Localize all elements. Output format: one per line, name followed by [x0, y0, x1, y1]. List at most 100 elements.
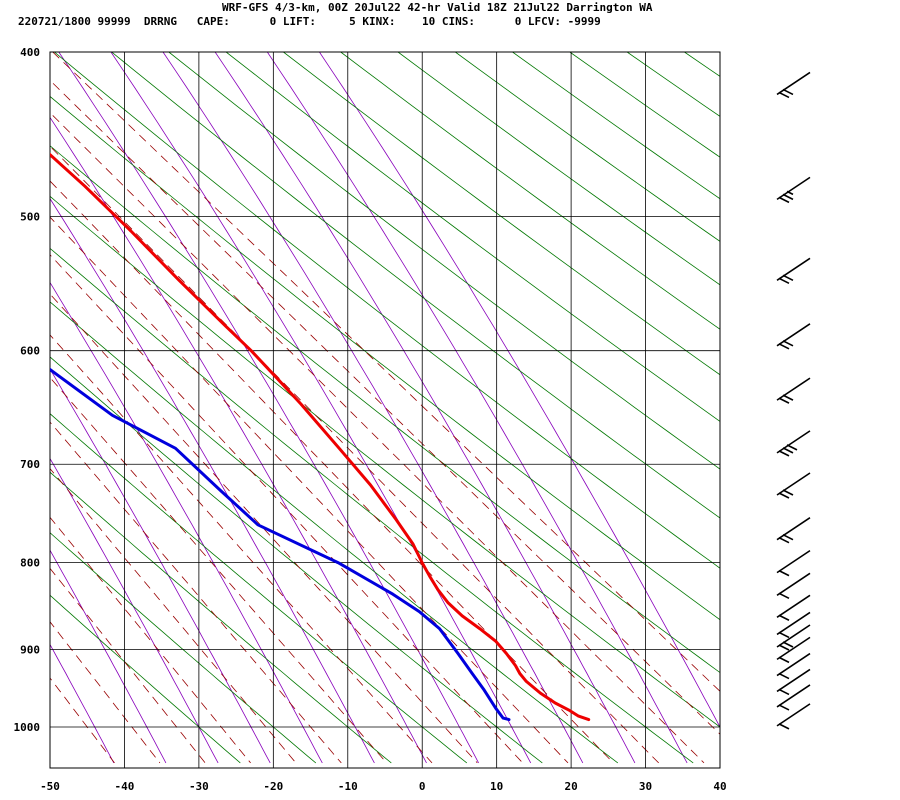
- wind-barb-flag: [782, 340, 794, 347]
- wind-barb-staff: [776, 472, 811, 496]
- moist-adiabat-line: [50, 376, 387, 764]
- dry-adiabat-line: [168, 52, 720, 470]
- wind-barb-flag: [782, 88, 794, 96]
- dry-adiabat-line: [50, 95, 720, 621]
- wind-barb: [776, 176, 811, 204]
- wind-barb-staff: [776, 430, 811, 454]
- wind-barb-flag: [782, 274, 794, 282]
- mixing-ratio-line: [50, 281, 323, 764]
- wind-barb-staff: [776, 611, 811, 636]
- wind-barb: [776, 430, 811, 457]
- dewpoint-profile-line: [50, 367, 511, 722]
- mixing-ratio-line: [50, 368, 271, 764]
- x-tick-label: 40: [713, 780, 726, 793]
- wind-barb-flag: [778, 536, 790, 544]
- pressure-tick-label: 700: [20, 458, 40, 471]
- x-tick-label: 10: [490, 780, 503, 793]
- wind-barb-flag: [782, 394, 794, 401]
- wind-barb-flag: [778, 688, 790, 696]
- dry-adiabat-line: [684, 52, 720, 77]
- mixing-ratio-line: [266, 52, 688, 764]
- dry-adiabat-line: [50, 356, 543, 764]
- moist-adiabat-line: [50, 293, 478, 764]
- wind-barb: [776, 472, 811, 499]
- x-tick-label: 20: [564, 780, 577, 793]
- x-tick-label: -40: [115, 780, 135, 793]
- moist-adiabat-line: [50, 216, 569, 764]
- grid-lines: [49, 51, 721, 769]
- wind-barb: [776, 516, 811, 544]
- wind-barb-staff: [776, 668, 811, 693]
- wind-barb-staff: [776, 549, 811, 574]
- wind-barb-flag: [778, 592, 790, 600]
- dry-adiabat-line: [50, 594, 241, 764]
- dry-adiabat-line: [111, 52, 720, 519]
- moist-adiabat-line: [50, 467, 297, 764]
- moist-adiabat-line: [50, 334, 433, 764]
- wind-barb-staff: [776, 652, 811, 677]
- mixing-ratio-line: [162, 52, 584, 764]
- wind-barb-staff: [776, 636, 811, 661]
- wind-barb: [776, 611, 811, 639]
- wind-barb-staff: [776, 71, 811, 96]
- wind-barb-staff: [776, 257, 811, 282]
- mixing-ratio-line: [50, 549, 167, 764]
- dry-adiabat-line: [742, 52, 900, 763]
- dry-adiabat-line: [397, 52, 720, 286]
- wind-barb-staff: [776, 594, 811, 618]
- wind-barb: [776, 636, 811, 664]
- wind-barb-staff: [776, 624, 811, 648]
- dry-adiabat-line: [50, 301, 619, 764]
- wind-barb-staff: [776, 176, 811, 201]
- wind-barb-flag: [782, 193, 794, 201]
- dry-adiabat-line: [569, 52, 720, 158]
- axis-tick-labels: -50 -40 -30 -20 -10 0 10 20 30 40 400 500 600 700 800 9…: [14, 46, 727, 793]
- mixing-ratio-line: [110, 52, 532, 764]
- wind-barb: [776, 684, 811, 711]
- x-tick-label: 30: [639, 780, 652, 793]
- wind-barb-flag: [786, 444, 798, 451]
- wind-barb-flag: [778, 569, 790, 577]
- moist-adiabat-line: [50, 145, 659, 764]
- moist-adiabat-line: [50, 79, 720, 735]
- sounding-title: WRF-GFS 4/3-km, 00Z 20Jul22 42-hr Valid …: [222, 1, 653, 14]
- mixing-ratio-line: [50, 643, 115, 764]
- wind-barb: [776, 549, 811, 577]
- wind-barb-staff: [776, 377, 811, 401]
- x-tick-label: -50: [40, 780, 60, 793]
- dry-adiabat-line: [340, 52, 720, 330]
- pressure-tick-label: 800: [20, 557, 40, 570]
- wind-barb-flag: [778, 704, 790, 711]
- plot-border: [49, 51, 721, 769]
- wind-barb: [776, 257, 811, 285]
- x-tick-label: 0: [419, 780, 426, 793]
- wind-barb-flag: [778, 631, 790, 639]
- wind-barb-staff: [776, 516, 811, 541]
- moist-adiabat-line: [50, 254, 523, 764]
- wind-barbs: [776, 71, 811, 730]
- wind-barb: [776, 594, 811, 621]
- pressure-tick-label: 400: [20, 46, 40, 59]
- wind-barb: [776, 323, 811, 350]
- dry-adiabat-line: [512, 52, 720, 200]
- dry-adiabat-line: [50, 145, 720, 674]
- wind-barb-flag: [778, 723, 790, 730]
- dry-adiabat-line: [799, 52, 900, 763]
- wind-barb-staff: [776, 323, 811, 347]
- wind-barb-flag: [778, 492, 790, 499]
- x-tick-label: -30: [189, 780, 209, 793]
- wind-barb-flag: [782, 447, 794, 454]
- dry-adiabat-line: [54, 52, 720, 569]
- mixing-ratio-line: [58, 52, 479, 764]
- wind-barb: [776, 624, 811, 651]
- wind-barb-staff: [776, 572, 811, 596]
- wind-barb-flag: [778, 656, 790, 664]
- dry-adiabat-line: [50, 471, 392, 764]
- moist-adiabat-line: [50, 180, 614, 764]
- moist-adiabat-line: [50, 112, 705, 764]
- wind-barb: [776, 572, 811, 600]
- moist-adiabat-line: [50, 421, 342, 764]
- wind-barb-flag: [782, 533, 794, 541]
- wind-barb: [776, 377, 811, 404]
